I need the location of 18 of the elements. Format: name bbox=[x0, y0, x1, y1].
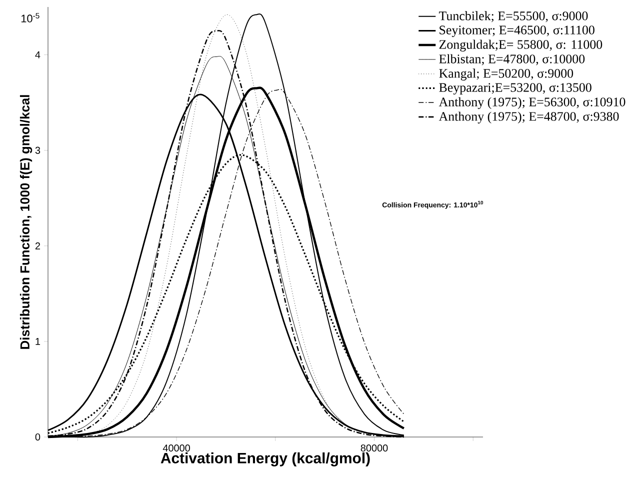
x-tick-label: 80000 bbox=[360, 444, 388, 452]
x-axis-title: Activation Energy (kcal/gmol) bbox=[160, 452, 370, 466]
y-tick-label: 2 bbox=[35, 242, 40, 250]
legend-label: Elbistan; E=47800, σ:10000 bbox=[439, 54, 585, 66]
legend-label: Anthony (1975); E=56300, σ:10910 bbox=[438, 97, 626, 110]
y-tick-label: 4 bbox=[35, 51, 40, 58]
y-axis-title: Distribution Function, 1000 f(E) gmol/kcal bbox=[20, 95, 32, 349]
legend-label: Beypazari;E=53200, σ:13500 bbox=[439, 83, 592, 95]
text: 10$^{-5}$ bbox=[21, 13, 40, 22]
legend-label: Tuncbilek; E=55500, σ:9000 bbox=[438, 11, 588, 22]
x-tick-label: 40000 bbox=[162, 444, 190, 452]
legend-label: Zonguldak;E= 55800, σ: 11000 bbox=[439, 40, 602, 52]
legend-label: Seyitomer; E=46500, σ:11100 bbox=[440, 26, 594, 38]
y-tick-label: 0 bbox=[35, 433, 40, 441]
legend-label: Anthony (1975); E=48700, σ:9380 bbox=[438, 112, 619, 124]
y-tick-label: 1 bbox=[36, 338, 40, 345]
y-tick-label: 3 bbox=[35, 146, 40, 154]
legend-label: Kangal; E=50200, σ:9000 bbox=[439, 68, 574, 80]
